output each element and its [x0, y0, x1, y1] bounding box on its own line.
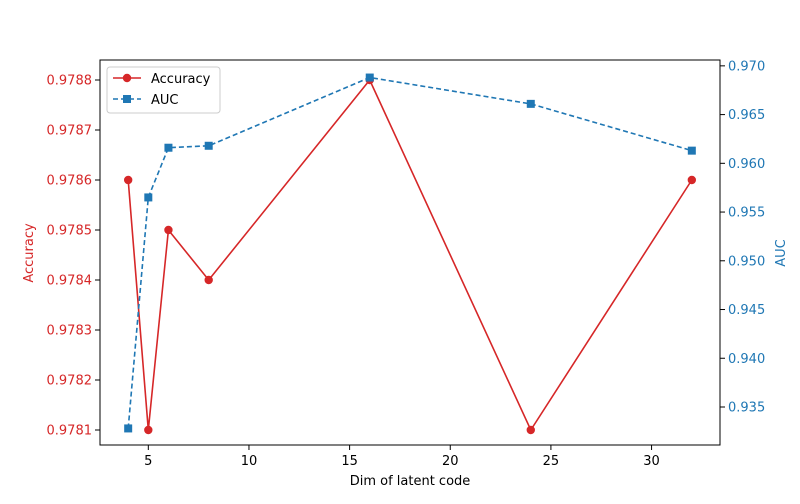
left-y-tick-label: 0.9783 [47, 324, 93, 339]
left-y-tick-label: 0.9784 [47, 274, 93, 289]
legend-accuracy-label: Accuracy [151, 72, 211, 87]
accuracy-data-point [164, 225, 173, 235]
auc-data-point [365, 73, 374, 82]
right-y-tick-label: 0.955 [728, 206, 765, 221]
right-y-tick-label: 0.940 [728, 352, 765, 367]
auc-series-line [127, 76, 693, 429]
auc-data-point [144, 193, 153, 202]
x-tick-label: 5 [144, 454, 152, 469]
accuracy-series-line [127, 78, 693, 432]
left-y-axis-label: Accuracy [22, 223, 37, 283]
accuracy-data-point [526, 425, 535, 435]
legend: Accuracy AUC [106, 66, 221, 114]
right-y-tick-label: 0.970 [728, 59, 765, 74]
left-y-tick-label: 0.9788 [47, 74, 93, 89]
x-tick-label: 25 [543, 454, 560, 469]
x-tick-label: 10 [241, 454, 258, 469]
x-axis-label: Dim of latent code [350, 474, 471, 489]
accuracy-data-point [687, 175, 697, 185]
auc-data-point [204, 141, 213, 150]
auc-data-point [124, 424, 133, 433]
right-y-axis-label: AUC [774, 239, 789, 267]
right-y-tick-label: 0.950 [728, 254, 765, 269]
left-y-tick-label: 0.9785 [47, 224, 93, 239]
left-y-tick-label: 0.9782 [47, 374, 93, 389]
right-y-tick-label: 0.960 [728, 157, 765, 172]
auc-data-point [526, 99, 535, 108]
legend-auc-label: AUC [151, 93, 179, 108]
series-layer [123, 73, 697, 435]
accuracy-data-point [144, 425, 153, 435]
accuracy-data-point [123, 175, 133, 185]
left-y-tick-label: 0.9786 [47, 174, 93, 189]
x-tick-label: 20 [442, 454, 459, 469]
x-tick-label: 15 [341, 454, 358, 469]
right-y-tick-label: 0.935 [728, 400, 765, 415]
plot-frame [99, 59, 721, 446]
left-y-tick-label: 0.9787 [47, 124, 93, 139]
right-y-tick-label: 0.965 [728, 108, 765, 123]
left-y-tick-label: 0.9781 [47, 424, 93, 439]
right-y-tick-label: 0.945 [728, 303, 765, 318]
auc-data-point [687, 146, 696, 155]
auc-data-point [164, 143, 173, 152]
x-tick-label: 30 [643, 454, 660, 469]
legend-auc-marker [123, 95, 131, 103]
legend-accuracy-marker [122, 73, 132, 83]
axes-layer: 5 10 15 20 25 30 0.9781 0.9782 0.9783 0.9784 0.978… [47, 59, 766, 469]
accuracy-data-point [204, 275, 213, 285]
